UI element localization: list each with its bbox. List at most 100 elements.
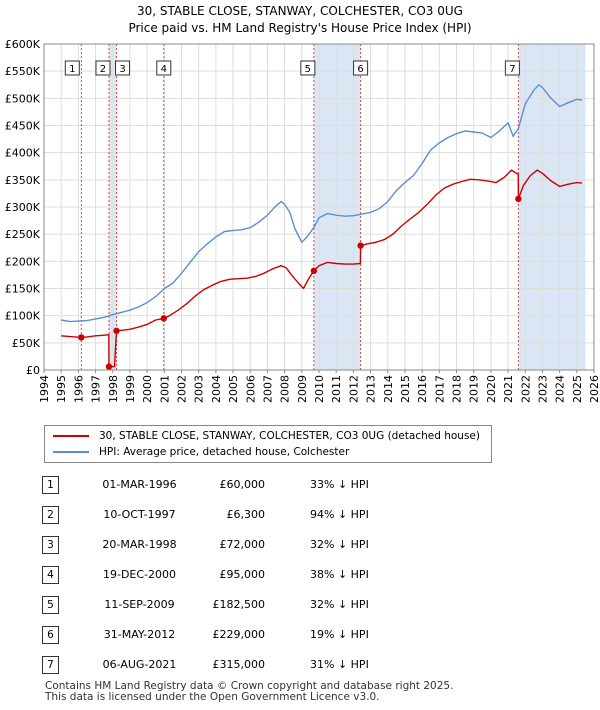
- sale-price: £182,500: [212, 598, 266, 611]
- y-tick-label: £600K: [5, 38, 41, 51]
- sale-number-badge: 6: [42, 626, 59, 644]
- sale-date: 31-MAY-2012: [103, 628, 176, 641]
- sale-number-badge: 7: [42, 656, 59, 674]
- sale-label-box: [95, 60, 111, 76]
- sale-hpi-diff: 38% ↓ HPI: [310, 568, 369, 581]
- sale-number-badge: 5: [42, 596, 59, 614]
- y-tick-label: £500K: [5, 92, 41, 105]
- chart-title: 30, STABLE CLOSE, STANWAY, COLCHESTER, C…: [137, 4, 463, 18]
- sale-price: £60,000: [219, 478, 266, 491]
- sale-price: £229,000: [212, 628, 266, 641]
- sale-hpi-diff: 32% ↓ HPI: [310, 538, 369, 551]
- sale-row: 4 19-DEC-2000 £95,000 38% ↓ HPI: [0, 566, 600, 584]
- x-tick-label: 2015: [399, 375, 412, 403]
- sale-point: [310, 267, 318, 275]
- sale-point: [160, 315, 167, 322]
- sale-point: [113, 327, 120, 335]
- x-tick-label: 2023: [536, 375, 549, 403]
- sale-label-number: 6: [357, 64, 363, 75]
- x-tick-label: 2020: [485, 375, 498, 403]
- property-line: [61, 169, 583, 368]
- footer-copyright: Contains HM Land Registry data © Crown c…: [45, 680, 454, 692]
- legend-hpi-label: HPI: Average price, detached house, Colc…: [99, 446, 350, 458]
- x-tick-label: 1998: [107, 375, 120, 403]
- sale-row: 1 01-MAR-1996 £60,000 33% ↓ HPI: [0, 476, 600, 494]
- sale-row: 7 06-AUG-2021 £315,000 31% ↓ HPI: [0, 656, 600, 674]
- sale-price: £6,300: [226, 508, 266, 521]
- x-tick-label: 2025: [571, 375, 584, 403]
- sale-row: 6 31-MAY-2012 £229,000 19% ↓ HPI: [0, 626, 600, 644]
- x-tick-label: 1994: [38, 375, 51, 403]
- x-tick-label: 2007: [261, 375, 274, 403]
- y-tick-label: £100K: [5, 310, 41, 323]
- sale-price: £315,000: [212, 658, 266, 671]
- sale-hpi-diff: 31% ↓ HPI: [310, 658, 369, 671]
- sale-point: [515, 195, 522, 203]
- y-tick-label: £450K: [5, 120, 41, 133]
- x-tick-label: 2024: [554, 375, 567, 403]
- x-tick-label: 2003: [193, 375, 206, 403]
- sale-label-box: [115, 60, 131, 76]
- sale-label-box: [156, 60, 172, 76]
- sale-number-badge: 3: [42, 536, 59, 554]
- x-tick-label: 2022: [519, 375, 532, 403]
- sale-label-number: 2: [100, 64, 106, 75]
- sale-label-box: [300, 60, 316, 76]
- sale-date: 20-MAR-1998: [102, 538, 177, 551]
- x-tick-label: 2011: [330, 375, 343, 403]
- footer-licence: This data is licensed under the Open Gov…: [45, 691, 380, 703]
- footer: Contains HM Land Registry data © Crown c…: [45, 681, 453, 703]
- x-tick-label: 2018: [451, 375, 464, 403]
- x-tick-label: 2005: [227, 375, 240, 403]
- y-tick-label: £550K: [5, 65, 41, 78]
- sale-point: [357, 242, 364, 249]
- x-tick-label: 2026: [588, 375, 600, 403]
- sale-label-number: 4: [161, 64, 167, 75]
- y-tick-label: £200K: [5, 255, 41, 268]
- sale-row: 5 11-SEP-2009 £182,500 32% ↓ HPI: [0, 596, 600, 614]
- sale-price: £95,000: [219, 568, 266, 581]
- sale-number-badge: 4: [42, 566, 59, 584]
- sale-price: £72,000: [219, 538, 266, 551]
- x-tick-label: 2016: [416, 375, 429, 403]
- sale-row: 2 10-OCT-1997 £6,300 94% ↓ HPI: [0, 506, 600, 524]
- y-tick-label: £400K: [5, 147, 41, 160]
- y-tick-label: £150K: [5, 283, 41, 296]
- legend-property-swatch: [53, 435, 89, 437]
- legend-property-label: 30, STABLE CLOSE, STANWAY, COLCHESTER, C…: [99, 430, 480, 442]
- sale-number-badge: 1: [42, 476, 59, 494]
- chart-subtitle: Price paid vs. HM Land Registry's House …: [128, 21, 472, 35]
- sale-date: 19-DEC-2000: [102, 568, 177, 581]
- sale-label-box: [353, 60, 369, 76]
- sale-label-number: 5: [305, 64, 311, 75]
- x-tick-label: 2006: [244, 375, 257, 403]
- sale-row: 3 20-MAR-1998 £72,000 32% ↓ HPI: [0, 536, 600, 554]
- legend-hpi-swatch: [53, 451, 89, 453]
- y-tick-label: £0: [26, 364, 40, 377]
- x-tick-label: 2013: [365, 375, 378, 403]
- sale-point: [105, 363, 113, 370]
- x-tick-label: 2012: [347, 375, 360, 403]
- x-tick-label: 2009: [296, 375, 309, 403]
- sale-hpi-diff: 94% ↓ HPI: [310, 508, 369, 521]
- x-tick-label: 2019: [468, 375, 481, 403]
- x-tick-label: 1995: [55, 375, 68, 403]
- x-tick-label: 2017: [433, 375, 446, 403]
- sale-point: [78, 334, 85, 341]
- sale-label-box: [64, 60, 80, 76]
- x-tick-label: 2002: [176, 375, 189, 403]
- sale-label-number: 3: [119, 64, 125, 75]
- x-tick-label: 2008: [279, 375, 292, 403]
- y-tick-label: £350K: [5, 174, 41, 187]
- x-tick-label: 1997: [90, 375, 103, 403]
- legend: 30, STABLE CLOSE, STANWAY, COLCHESTER, C…: [44, 425, 492, 463]
- x-tick-label: 1999: [124, 375, 137, 403]
- x-tick-label: 1996: [72, 375, 85, 403]
- sale-date: 10-OCT-1997: [103, 508, 176, 521]
- sale-hpi-diff: 33% ↓ HPI: [310, 478, 369, 491]
- y-tick-label: £50K: [12, 337, 41, 350]
- x-tick-label: 2004: [210, 375, 223, 403]
- x-tick-label: 2014: [382, 375, 395, 403]
- x-tick-label: 2000: [141, 375, 154, 403]
- y-tick-label: £250K: [5, 228, 41, 241]
